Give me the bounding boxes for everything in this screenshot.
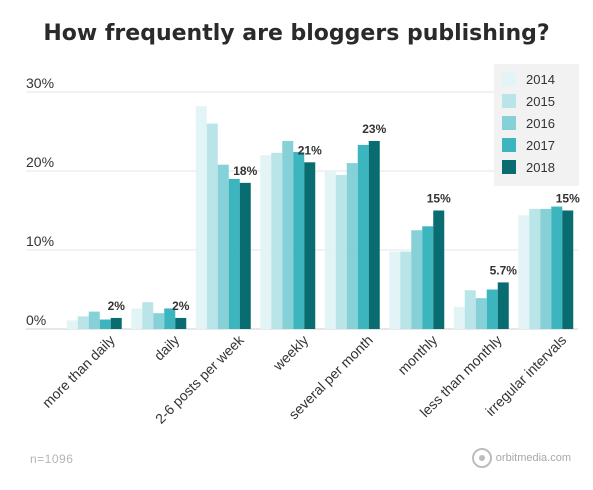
bar xyxy=(66,320,78,329)
bar xyxy=(475,298,487,329)
y-tick-label: 30% xyxy=(26,75,54,91)
bar xyxy=(239,182,251,329)
bar xyxy=(529,208,541,329)
legend-swatch xyxy=(502,116,516,130)
bar xyxy=(293,152,305,329)
y-tick-label: 10% xyxy=(26,233,54,249)
data-label: 5.7% xyxy=(490,263,518,277)
bar xyxy=(400,251,412,329)
orbit-logo-icon xyxy=(471,448,492,468)
legend-label: 2017 xyxy=(526,138,555,153)
data-label: 23% xyxy=(362,122,386,136)
bar xyxy=(131,308,143,329)
brand-text: orbitmedia.com xyxy=(495,452,571,464)
chart-title: How frequently are bloggers publishing? xyxy=(43,21,550,46)
bar xyxy=(368,140,380,329)
bar xyxy=(282,140,294,329)
legend-label: 2015 xyxy=(526,94,555,109)
y-tick-label: 20% xyxy=(26,154,54,170)
bar xyxy=(88,311,100,329)
sample-size-note: n=1096 xyxy=(30,452,74,466)
data-label: 15% xyxy=(427,192,451,206)
bar xyxy=(486,289,498,329)
data-label: 2% xyxy=(108,299,126,313)
bar xyxy=(453,306,465,329)
bar xyxy=(228,178,240,329)
bar xyxy=(497,282,509,329)
legend-swatch xyxy=(502,160,516,174)
legend-swatch xyxy=(502,72,516,86)
legend-label: 2014 xyxy=(526,72,555,87)
bar xyxy=(324,171,336,329)
bar xyxy=(304,162,316,329)
y-tick-label: 0% xyxy=(26,312,46,328)
x-tick-label: weekly xyxy=(269,332,311,374)
brand-watermark: orbitmedia.com xyxy=(471,448,571,468)
bar xyxy=(164,308,176,329)
legend: 2014 2015 2016 2017 2018 xyxy=(494,64,579,186)
data-label: 2% xyxy=(172,299,190,313)
bar xyxy=(142,302,154,329)
data-label: 15% xyxy=(556,192,580,206)
bar xyxy=(153,313,165,329)
bar xyxy=(271,152,283,329)
bar xyxy=(422,226,434,329)
bar xyxy=(77,316,89,329)
x-tick-label: monthly xyxy=(394,332,440,378)
bar xyxy=(562,210,574,329)
bar xyxy=(175,317,187,329)
data-label: 21% xyxy=(298,143,322,157)
bar xyxy=(540,208,552,329)
bar xyxy=(518,215,530,329)
y-axis-ticks: 0% 10% 20% 30% xyxy=(26,75,54,328)
bar xyxy=(110,317,122,329)
bar xyxy=(464,290,476,329)
bar xyxy=(411,230,423,329)
data-labels: 2% 2% 18% 21% 23% 15% 5.7% 15% xyxy=(108,122,581,313)
bar xyxy=(551,206,563,329)
bar xyxy=(346,163,358,329)
x-tick-label: daily xyxy=(151,332,183,364)
legend-swatch xyxy=(502,138,516,152)
bars xyxy=(66,106,574,329)
bar xyxy=(195,106,207,329)
legend-swatch xyxy=(502,94,516,108)
bar xyxy=(357,144,369,329)
legend-label: 2018 xyxy=(526,160,555,175)
x-tick-label: more than daily xyxy=(39,332,118,411)
bar xyxy=(99,319,111,329)
bar xyxy=(335,174,347,329)
bar xyxy=(433,210,445,329)
bar xyxy=(260,155,272,329)
data-label: 18% xyxy=(233,164,257,178)
bar xyxy=(389,251,401,329)
legend-label: 2016 xyxy=(526,116,555,131)
bar xyxy=(206,123,218,329)
bar xyxy=(217,164,229,329)
